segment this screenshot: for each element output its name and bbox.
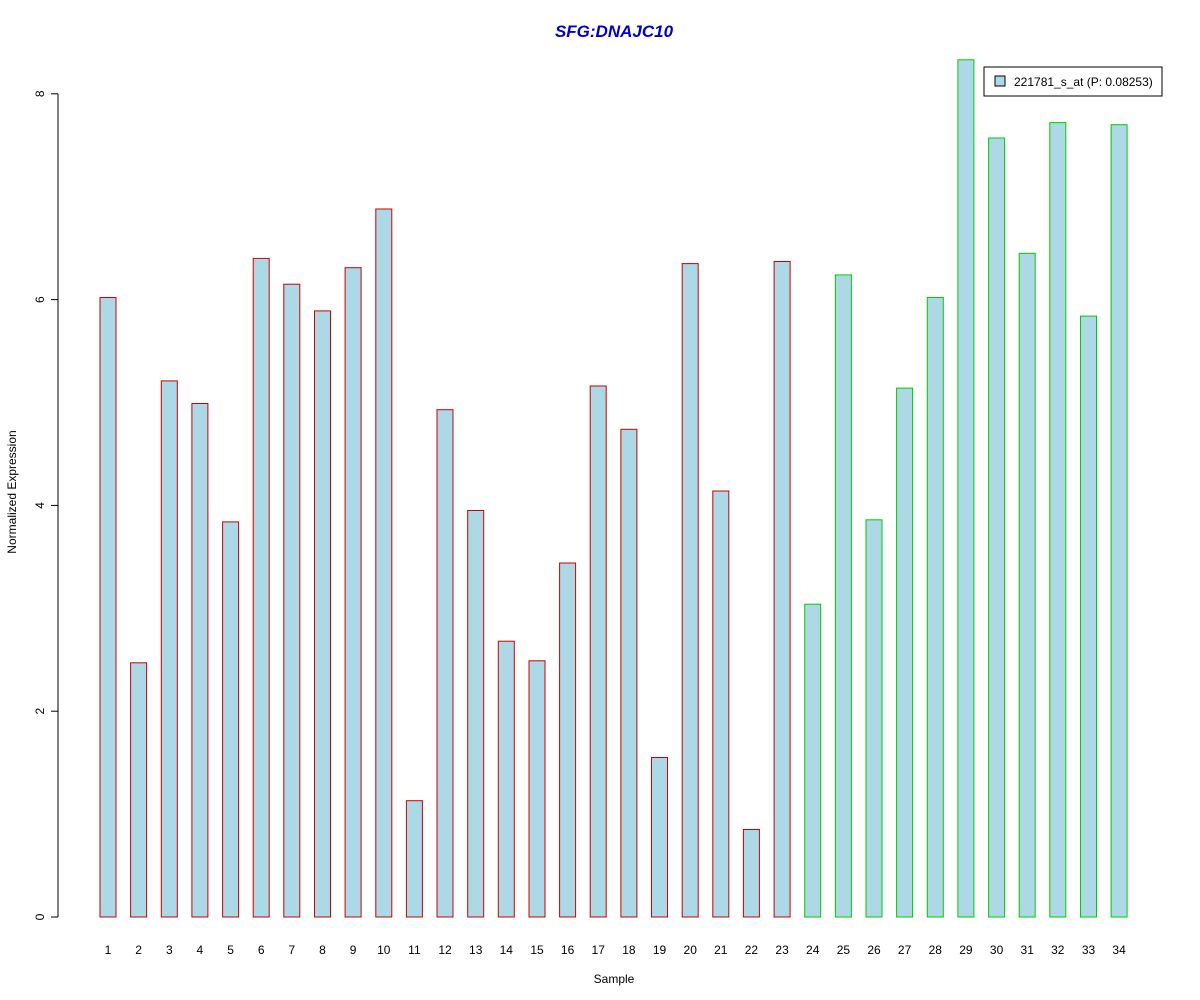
x-tick-label: 23 xyxy=(775,943,789,957)
bar-sample-15 xyxy=(528,660,546,918)
bar-sample-7 xyxy=(283,283,301,918)
bar-sample-21 xyxy=(712,490,730,918)
bar-sample-1 xyxy=(99,297,117,918)
x-tick-label: 8 xyxy=(319,943,326,957)
bar-sample-26 xyxy=(865,519,883,918)
y-tick-label: 4 xyxy=(33,502,47,509)
bar-sample-11 xyxy=(405,800,423,918)
x-tick-label: 22 xyxy=(745,943,759,957)
x-tick-label: 33 xyxy=(1082,943,1096,957)
x-tick-label: 14 xyxy=(500,943,514,957)
bar-sample-31 xyxy=(1018,252,1036,918)
x-tick-label: 31 xyxy=(1021,943,1035,957)
x-tick-label: 18 xyxy=(622,943,636,957)
bar-sample-30 xyxy=(988,137,1006,918)
x-tick-label: 16 xyxy=(561,943,575,957)
bar-sample-14 xyxy=(497,640,515,918)
x-tick-label: 32 xyxy=(1051,943,1065,957)
bar-sample-20 xyxy=(681,263,699,918)
y-axis-label: Normalized Expression xyxy=(5,430,19,553)
bar-sample-23 xyxy=(773,261,791,918)
legend: 221781_s_at (P: 0.08253) xyxy=(983,66,1163,97)
bar-sample-6 xyxy=(252,257,270,918)
bar-sample-33 xyxy=(1080,315,1097,918)
x-tick-label: 34 xyxy=(1112,943,1126,957)
y-tick-label: 6 xyxy=(33,296,47,303)
x-tick-label: 10 xyxy=(377,943,391,957)
x-tick-label: 24 xyxy=(806,943,820,957)
x-tick-label: 1 xyxy=(105,943,112,957)
x-tick-label: 9 xyxy=(350,943,357,957)
x-tick-label: 4 xyxy=(197,943,204,957)
bar-sample-32 xyxy=(1049,122,1067,918)
y-tick-label: 0 xyxy=(33,913,47,920)
bar-sample-4 xyxy=(191,403,209,918)
legend-box xyxy=(983,66,1163,97)
bars xyxy=(99,59,1128,918)
bar-sample-19 xyxy=(651,757,668,918)
x-tick-label: 28 xyxy=(929,943,943,957)
y-tick-label: 8 xyxy=(33,90,47,97)
x-tick-label: 12 xyxy=(438,943,452,957)
x-tick-label: 17 xyxy=(592,943,606,957)
legend-swatch xyxy=(994,75,1006,87)
x-tick-label: 30 xyxy=(990,943,1004,957)
x-tick-label: 13 xyxy=(469,943,483,957)
x-tick-label: 27 xyxy=(898,943,912,957)
x-tick-label: 2 xyxy=(135,943,142,957)
bar-sample-25 xyxy=(834,274,852,918)
x-tick-label: 21 xyxy=(714,943,728,957)
bar-sample-5 xyxy=(222,521,240,918)
x-tick-label: 6 xyxy=(258,943,265,957)
x-axis-label: Sample xyxy=(594,972,635,986)
bar-sample-10 xyxy=(375,208,393,918)
bar-sample-28 xyxy=(926,297,944,918)
chart-title: SFG:DNAJC10 xyxy=(555,22,674,41)
x-tick-label: 20 xyxy=(684,943,698,957)
bar-sample-9 xyxy=(344,267,362,918)
x-tick-label: 3 xyxy=(166,943,173,957)
x-tick-label: 19 xyxy=(653,943,667,957)
bar-sample-3 xyxy=(160,380,178,918)
x-tick-labels: 1 2 3 4 5 6 7 8 9 10 11 12 13 14 15 16 17 18 19 20 21 22 23 24 2… xyxy=(105,943,1126,957)
y-tick-label: 2 xyxy=(33,708,47,715)
legend-label: 221781_s_at (P: 0.08253) xyxy=(1014,75,1153,89)
x-tick-label: 29 xyxy=(959,943,973,957)
x-tick-label: 25 xyxy=(837,943,851,957)
bar-sample-29 xyxy=(957,59,975,918)
bar-sample-8 xyxy=(314,310,331,918)
x-tick-label: 5 xyxy=(227,943,234,957)
x-tick-label: 15 xyxy=(530,943,544,957)
bar-sample-34 xyxy=(1110,124,1128,918)
x-tick-label: 26 xyxy=(867,943,881,957)
x-tick-label: 11 xyxy=(408,943,421,957)
bar-sample-27 xyxy=(896,387,914,918)
bar-sample-18 xyxy=(620,428,638,918)
bar-sample-24 xyxy=(804,603,822,918)
bar-sample-13 xyxy=(467,510,485,918)
bar-sample-17 xyxy=(589,385,607,918)
y-axis: 0 2 4 6 8 xyxy=(33,90,59,920)
bar-sample-16 xyxy=(559,562,577,918)
bar-sample-12 xyxy=(436,409,454,918)
bar-sample-2 xyxy=(130,662,148,918)
x-tick-label: 7 xyxy=(288,943,295,957)
bar-sample-22 xyxy=(742,829,760,918)
